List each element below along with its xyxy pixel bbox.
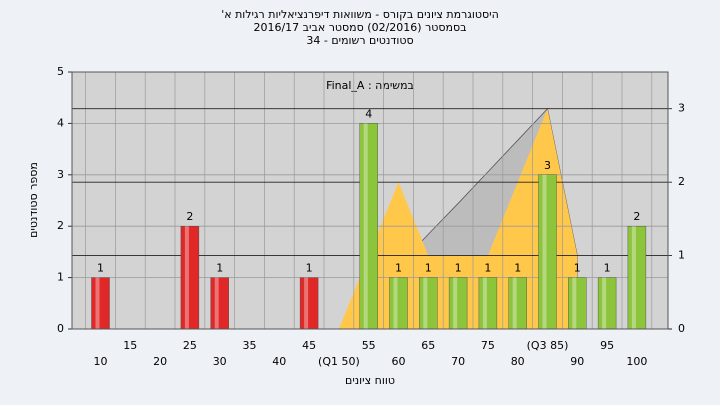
y2-tick-label: 3 [678, 102, 685, 115]
x-tick-label: 55 [362, 339, 376, 352]
data-label: 1 [395, 262, 402, 275]
bar-highlight [363, 123, 368, 330]
data-label: 1 [514, 262, 521, 275]
x-tick-label: 20 [153, 355, 167, 368]
data-label: 1 [97, 262, 104, 275]
bar-highlight [95, 277, 100, 329]
x-tick-label: 40 [272, 355, 286, 368]
chart-subtitle: במשימה : Final_A [326, 79, 414, 92]
y-tick-label: 5 [57, 65, 64, 78]
plot-frame [71, 71, 669, 330]
area [338, 108, 578, 329]
x-tick-label: (Q3 85) [527, 339, 569, 352]
data-label: 1 [306, 262, 313, 275]
bar-highlight [184, 226, 189, 329]
bar-highlight [602, 277, 607, 329]
y-tick-label: 3 [57, 168, 64, 181]
bar-highlight [482, 277, 487, 329]
chart-title: היסטוגרמת ציונים בקורס - משוואות דיפרנצי… [221, 8, 499, 21]
x-tick-label: 80 [511, 355, 525, 368]
bar [210, 277, 229, 330]
y-tick-label: 1 [57, 271, 64, 284]
bar [627, 225, 647, 330]
x-tick-label: 100 [626, 355, 647, 368]
x-tick-label: 75 [481, 339, 495, 352]
bar [419, 277, 438, 330]
bar [359, 123, 378, 330]
x-tick-label: 65 [421, 339, 435, 352]
data-label: 1 [216, 262, 223, 275]
chart-title: בסמסטר (02/2016) סמסטר אביב 2016/17 [253, 21, 466, 34]
data-label: 1 [455, 262, 462, 275]
x-tick-label: 10 [94, 355, 108, 368]
data-label: 1 [604, 262, 611, 275]
bar-highlight [631, 226, 636, 329]
bar [299, 277, 319, 330]
data-label: 4 [365, 107, 372, 120]
x-tick-label: 15 [123, 339, 137, 352]
bar [180, 225, 200, 330]
data-label: 2 [186, 210, 193, 223]
bar [597, 277, 617, 330]
y2-tick-label: 1 [678, 249, 685, 262]
bar [91, 277, 110, 330]
bar-highlight [572, 277, 577, 329]
data-label: 2 [633, 210, 640, 223]
bar [389, 277, 408, 330]
x-tick-label: 90 [570, 355, 584, 368]
bar-highlight [423, 277, 428, 329]
y-tick-label: 2 [57, 219, 64, 232]
bar-highlight [214, 277, 219, 329]
x-tick-label: 30 [213, 355, 227, 368]
y-tick-label: 4 [57, 116, 64, 129]
x-tick-label: 70 [451, 355, 465, 368]
bar [478, 277, 498, 330]
x-axis-label: טווח ציונים [345, 374, 395, 387]
y-axis-label: מספר סטודנטים [27, 162, 40, 238]
x-tick-label: 35 [243, 339, 257, 352]
y2-tick-label: 0 [678, 322, 685, 335]
bar [508, 277, 527, 330]
x-tick-label: 25 [183, 339, 197, 352]
bar [538, 174, 557, 330]
x-tick-label: (Q1 50) [318, 355, 360, 368]
bar-highlight [512, 277, 517, 329]
chart-title: סטודנטים רשומים - 34 [306, 34, 413, 47]
x-tick-label: 95 [600, 339, 614, 352]
bar-highlight [542, 174, 547, 329]
y2-tick-label: 2 [678, 175, 685, 188]
data-label: 1 [425, 262, 432, 275]
data-label: 1 [484, 262, 491, 275]
bar [568, 277, 587, 330]
bar-highlight [304, 277, 309, 329]
bar [448, 277, 468, 330]
bar-highlight [393, 277, 398, 329]
data-label: 1 [574, 262, 581, 275]
y-tick-label: 0 [57, 322, 64, 335]
data-label: 3 [544, 159, 551, 172]
x-tick-label: 45 [302, 339, 316, 352]
bar-highlight [453, 277, 458, 329]
x-tick-label: 60 [392, 355, 406, 368]
